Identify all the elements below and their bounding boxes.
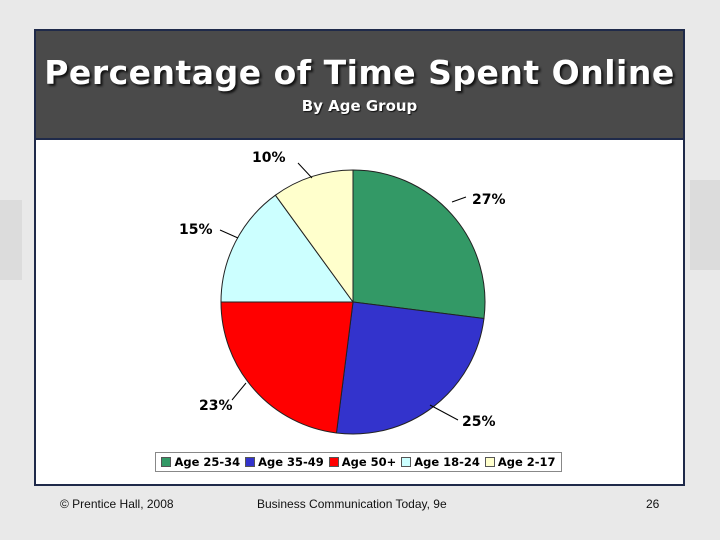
pie-slice-age-2-17 [274,169,354,304]
legend-item: Age 25-34 [161,455,240,469]
footer-copyright: © Prentice Hall, 2008 [60,497,174,511]
title-bar: Percentage of Time Spent Online By Age G… [36,31,683,140]
data-label-age-18-24: 15% [179,222,213,238]
legend-swatch [328,457,339,467]
legend-label: Age 35-49 [258,455,324,469]
leader-line [231,382,247,401]
data-label-age-35-49: 25% [462,414,496,430]
legend-item: Age 50+ [328,455,397,469]
legend-swatch [161,457,172,467]
data-label-age-25-34: 27% [472,192,506,208]
data-label-age-50-: 23% [199,398,233,414]
background-shape-right [690,180,720,270]
legend-label: Age 2-17 [497,455,556,469]
legend-swatch [245,457,256,467]
legend-item: Age 2-17 [484,455,556,469]
pie-slice-age-18-24 [220,194,354,303]
legend-label: Age 50+ [341,455,397,469]
pie-slice-age-50- [220,301,354,434]
slide-subtitle: By Age Group [301,97,418,115]
data-label-age-2-17: 10% [252,150,286,166]
legend-label: Age 18-24 [414,455,480,469]
slide-title: Percentage of Time Spent Online [44,53,675,92]
legend-item: Age 18-24 [401,455,480,469]
background-shape-left [0,200,22,280]
footer-page-number: 26 [646,497,660,511]
leader-line [429,404,459,421]
pie-slice-age-25-34 [352,169,486,320]
legend-swatch [401,457,412,467]
footer-book-title: Business Communication Today, 9e [257,497,447,511]
leader-line [451,196,467,203]
legend-label: Age 25-34 [174,455,241,469]
leader-line [219,229,239,239]
pie-slice-age-35-49 [335,301,485,435]
legend-swatch [484,457,495,467]
leader-line [297,162,313,179]
chart-legend: Age 25-34 Age 35-49 Age 50+ Age 18-24 Age 2-… [155,452,562,472]
legend-item: Age 35-49 [245,455,324,469]
